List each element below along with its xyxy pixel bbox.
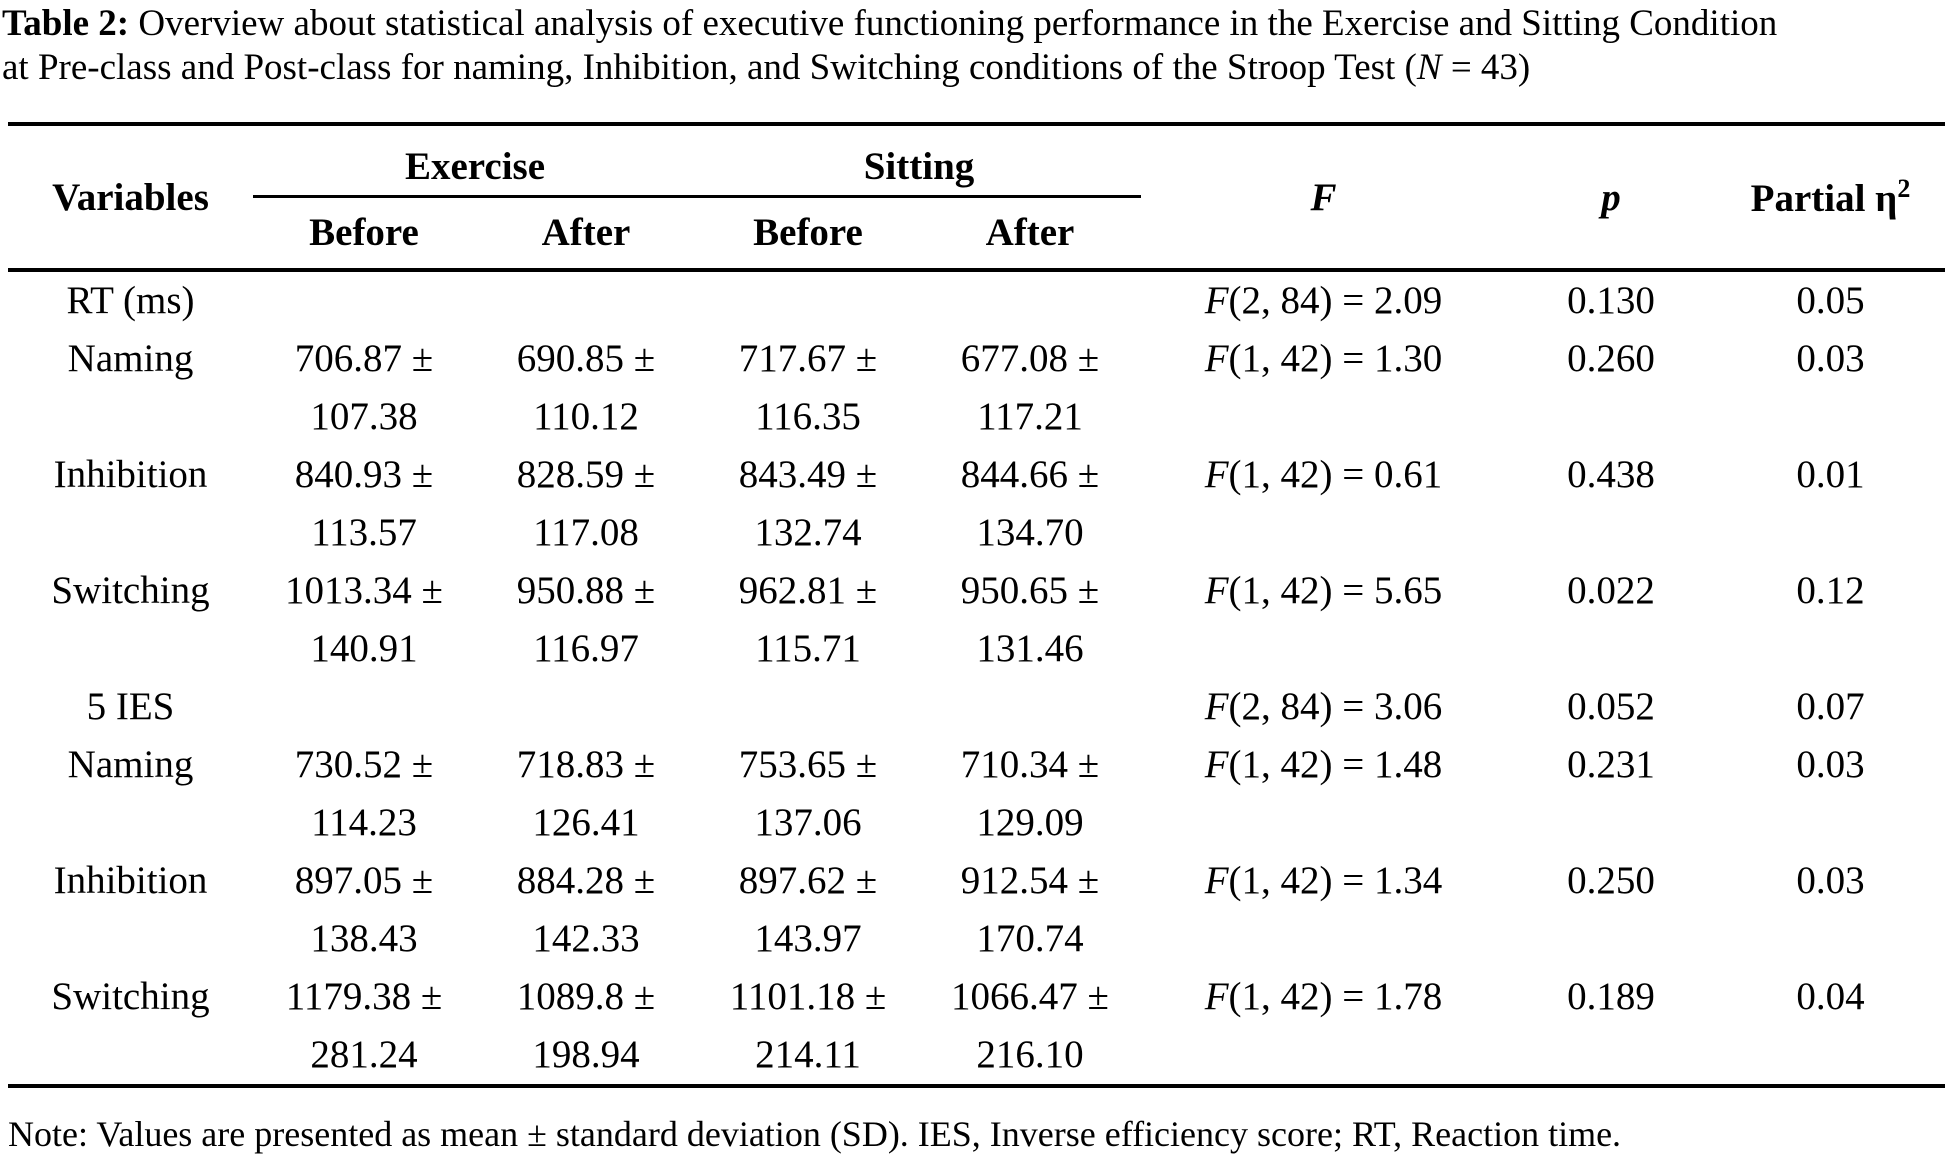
p-value: 0.438 [1567,453,1655,496]
col-header-sitting-before: Before [753,211,863,255]
caption-line-2: at Pre-class and Post-class for naming, … [2,46,1951,90]
table-note: Note: Values are presented as mean ± sta… [8,1114,1622,1154]
f-statistic: F(1, 42) = 1.48 [1204,743,1443,786]
cell-mean-sd: 718.83 ±126.41 [516,743,656,844]
cell-mean-sd: 962.81 ±115.71 [738,569,878,670]
f-statistic: F(1, 42) = 1.34 [1204,859,1443,902]
partial-eta-value: 0.03 [1796,859,1865,902]
cell-mean-sd: 950.65 ±131.46 [960,569,1100,670]
caption-n-symbol: N [1416,47,1442,88]
f-statistic: F(2, 84) = 2.09 [1141,268,1506,330]
cell-mean-sd: 844.66 ±134.70 [960,453,1100,554]
f-statistic: F(2, 84) = 3.06 [1204,685,1443,728]
variable-label: Switching [51,975,210,1018]
col-header-p: p [1601,175,1621,219]
cell-mean-sd: 1179.38 ±281.24 [285,975,443,1076]
p-value: 0.130 [1506,268,1716,330]
cell-mean-sd: 1066.47 ±216.10 [951,975,1109,1076]
col-header-f: F [1310,175,1337,219]
table-row-ies-switching: Switching 1179.38 ±281.24 1089.8 ±198.94… [8,968,1945,1086]
cell-mean-sd: 717.67 ±116.35 [738,337,878,438]
partial-eta-value: 0.01 [1796,453,1865,496]
col-header-exercise-after: After [541,211,631,255]
cell-mean-sd: 1101.18 ±214.11 [729,975,887,1076]
cell-mean-sd: 897.05 ±138.43 [294,859,434,960]
cell-empty [475,678,697,736]
variable-label: Inhibition [53,453,208,496]
col-header-sitting-after: After [985,211,1075,255]
cell-empty [253,268,475,330]
f-statistic: F(1, 42) = 1.78 [1204,975,1443,1018]
cell-empty [475,268,697,330]
col-header-sitting: Sitting [697,124,1141,198]
cell-mean-sd: 753.65 ±137.06 [738,743,878,844]
cell-mean-sd: 677.08 ±117.21 [960,337,1100,438]
p-value: 0.231 [1567,743,1655,786]
cell-empty [697,678,919,736]
table-row-ies-naming: Naming 730.52 ±114.23 718.83 ±126.41 753… [8,736,1945,852]
cell-empty [697,268,919,330]
variable-label: Naming [67,743,194,786]
p-value: 0.189 [1567,975,1655,1018]
variable-label: Inhibition [53,859,208,902]
variable-label: RT (ms) [8,268,253,330]
caption-table-number: Table 2: [2,3,130,44]
statistics-table: Variables Exercise Sitting F p Partial η… [8,122,1945,1088]
cell-mean-sd: 912.54 ±170.74 [960,859,1100,960]
cell-mean-sd: 950.88 ±116.97 [516,569,656,670]
partial-eta-value: 0.05 [1716,268,1945,330]
header-row-groups: Variables Exercise Sitting F p Partial η… [8,124,1945,220]
variable-label: 5 IES [86,685,175,728]
caption-text-2: at Pre-class and Post-class for naming, … [2,47,1417,88]
cell-mean-sd: 843.49 ±132.74 [738,453,878,554]
cell-mean-sd: 840.93 ±113.57 [294,453,434,554]
col-header-exercise: Exercise [253,124,697,198]
caption-text-1: Overview about statistical analysis of e… [129,3,1778,44]
f-statistic: F(1, 42) = 1.30 [1204,337,1443,380]
cell-mean-sd: 1013.34 ±140.91 [285,569,443,670]
cell-mean-sd: 730.52 ±114.23 [294,743,434,844]
cell-empty [253,678,475,736]
caption-text-3: = 43) [1441,47,1531,88]
cell-empty [919,678,1141,736]
table-row-rt-switching: Switching 1013.34 ±140.91 950.88 ±116.97… [8,562,1945,678]
f-statistic: F(1, 42) = 5.65 [1204,569,1443,612]
col-header-partial-eta: Partial η2 [1716,124,1945,270]
cell-mean-sd: 690.85 ±110.12 [516,337,656,438]
table-row-rt-inhibition: Inhibition 840.93 ±113.57 828.59 ±117.08… [8,446,1945,562]
f-statistic: F(1, 42) = 0.61 [1204,453,1443,496]
cell-mean-sd: 897.62 ±143.97 [738,859,878,960]
partial-eta-exponent: 2 [1897,173,1911,203]
col-header-variables: Variables [52,175,209,219]
table-caption: Table 2: Overview about statistical anal… [2,2,1951,90]
cell-mean-sd: 884.28 ±142.33 [516,859,656,960]
p-value: 0.260 [1567,337,1655,380]
partial-eta-value: 0.07 [1796,685,1865,728]
variable-label: Naming [67,337,194,380]
cell-mean-sd: 710.34 ±129.09 [960,743,1100,844]
cell-mean-sd: 828.59 ±117.08 [516,453,656,554]
partial-eta-value: 0.03 [1796,743,1865,786]
p-value: 0.052 [1567,685,1655,728]
partial-eta-value: 0.12 [1796,569,1865,612]
p-value: 0.022 [1567,569,1655,612]
partial-eta-value: 0.04 [1796,975,1865,1018]
header-row-subcolumns: Before After Before After [8,196,1945,270]
cell-mean-sd: 706.87 ±107.38 [294,337,434,438]
table-row-ies-inhibition: Inhibition 897.05 ±138.43 884.28 ±142.33… [8,852,1945,968]
col-header-exercise-before: Before [309,211,419,255]
cell-mean-sd: 1089.8 ±198.94 [516,975,656,1076]
partial-eta-label: Partial η [1750,176,1898,220]
table-row-rt-naming: Naming 706.87 ±107.38 690.85 ±110.12 717… [8,330,1945,446]
p-value: 0.250 [1567,859,1655,902]
caption-line-1: Table 2: Overview about statistical anal… [2,2,1951,46]
table-row-rt: RT (ms) F(2, 84) = 2.09 0.130 0.05 [8,268,1945,330]
variable-label: Switching [51,569,210,612]
cell-empty [919,268,1141,330]
partial-eta-value: 0.03 [1796,337,1865,380]
table-row-ies: 5 IES F(2, 84) = 3.06 0.052 0.07 [8,678,1945,736]
